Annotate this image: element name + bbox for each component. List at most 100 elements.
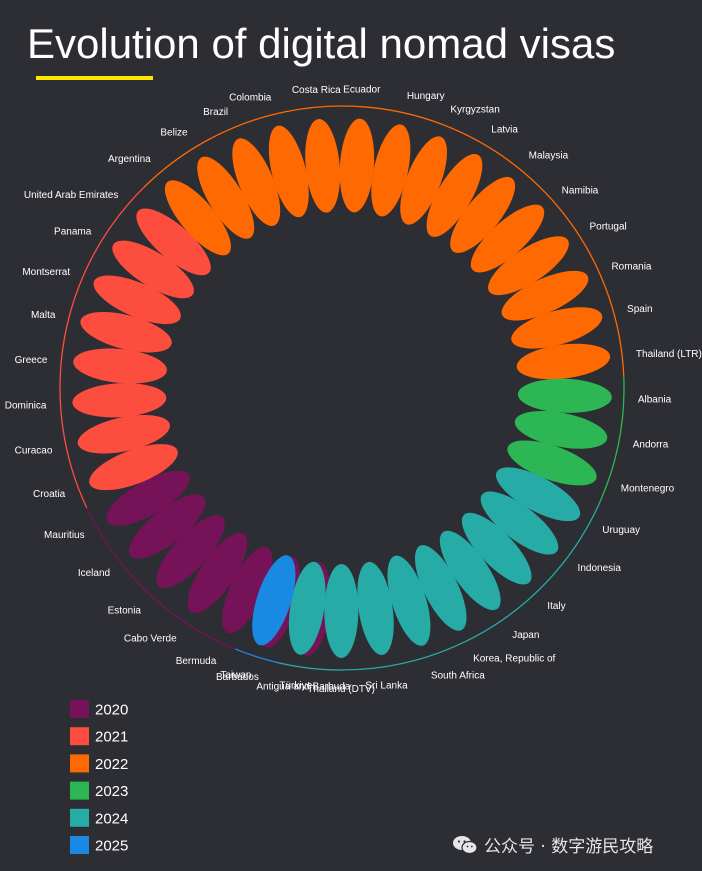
petal-mauritius [106, 470, 190, 526]
label-hungary: Hungary [407, 91, 445, 102]
label-thailand-ltr: Thailand (LTR) [636, 349, 702, 360]
petal-taiwan [252, 555, 296, 646]
label-indonesia: Indonesia [578, 563, 622, 574]
title-underline [36, 76, 153, 80]
label-romania: Romania [611, 261, 651, 272]
chart-arcs [59, 105, 625, 671]
petal-south-africa [387, 555, 431, 646]
legend-swatch-2024 [70, 808, 89, 827]
legend-swatch-2023 [70, 781, 89, 800]
petal-brazil [232, 138, 281, 227]
label-andorra: Andorra [633, 440, 669, 451]
label-thailand-dtv: Thailand (DTV) [307, 684, 375, 695]
petal-sri-lanka [357, 561, 394, 655]
label-colombia: Colombia [229, 93, 272, 104]
petal-indonesia [480, 491, 559, 555]
petal-portugal [488, 236, 569, 296]
label-belize: Belize [160, 127, 188, 138]
legend-swatch-2021 [70, 727, 89, 746]
legend-label-2023: 2023 [95, 783, 128, 800]
label-iceland: Iceland [78, 568, 110, 579]
label-malta: Malta [31, 310, 56, 321]
label-croatia: Croatia [33, 489, 66, 500]
watermark-text: 公众号 · 数字游民攻略 [484, 837, 654, 857]
label-spain: Spain [627, 304, 653, 315]
label-costa-rica: Costa Rica [292, 85, 341, 96]
petal-united-arab-emirates [136, 208, 211, 276]
chart-petals [72, 118, 612, 658]
petal-greece [73, 348, 167, 384]
label-namibia: Namibia [562, 186, 599, 197]
petal-bermuda [222, 546, 273, 634]
year-arc-2024 [276, 502, 601, 671]
petal-albania [517, 378, 612, 413]
label-ecuador: Ecuador [343, 85, 381, 96]
label-antigua-and-barbuda: Antigua and Barbuda [256, 681, 350, 692]
petal-kyrgyzstan [400, 136, 447, 225]
label-panama: Panama [54, 227, 92, 238]
label-latvia: Latvia [491, 124, 518, 135]
petal-romania [501, 270, 589, 321]
petal-cabo-verde [187, 532, 248, 614]
label-barbados: Barbados [216, 672, 259, 683]
petal-uruguay [495, 467, 581, 522]
petal-spain [511, 307, 603, 349]
legend-swatch-2020 [70, 700, 89, 718]
wechat-icon [453, 835, 478, 854]
label-t-rkiye: Türkiye [279, 680, 312, 691]
petal-italy [461, 512, 532, 585]
petal-korea-republic-of [414, 545, 467, 631]
legend: 2020 2021 2022 2023 2024 2025 [70, 700, 128, 855]
petal-thailand-dtv [324, 564, 359, 658]
label-cabo-verde: Cabo Verde [124, 634, 177, 645]
label-montserrat: Montserrat [22, 267, 70, 278]
label-united-arab-emirates: United Arab Emirates [24, 190, 119, 201]
label-albania: Albania [638, 394, 672, 405]
petal-argentina [164, 180, 231, 256]
label-argentina: Argentina [108, 154, 151, 165]
label-bermuda: Bermuda [176, 656, 217, 667]
petal-malaysia [450, 176, 516, 253]
petal-malta [80, 312, 172, 353]
petal-t-rkiye [288, 561, 326, 655]
label-korea-republic-of: Korea, Republic of [473, 653, 555, 664]
label-curacao: Curacao [15, 445, 53, 456]
label-kyrgyzstan: Kyrgyzstan [450, 105, 499, 116]
petal-curacao [77, 414, 170, 454]
petal-ecuador [339, 118, 375, 213]
label-estonia: Estonia [108, 605, 142, 616]
petal-latvia [426, 153, 483, 237]
year-arc-2021 [59, 186, 145, 509]
legend-label-2022: 2022 [95, 756, 128, 773]
legend-label-2024: 2024 [95, 810, 128, 827]
label-mauritius: Mauritius [44, 530, 85, 541]
petal-iceland [128, 494, 206, 559]
petal-namibia [470, 204, 545, 273]
petal-thailand-ltr [516, 343, 611, 380]
petal-dominica [72, 383, 167, 418]
legend-swatch-2022 [70, 754, 89, 773]
label-greece: Greece [15, 355, 48, 366]
label-south-africa: South Africa [431, 670, 485, 681]
watermark: 公众号 · 数字游民攻略 [452, 832, 653, 857]
petal-estonia [156, 515, 225, 589]
year-arc-2025 [235, 648, 277, 663]
petal-andorra [514, 410, 608, 449]
label-taiwan: Taiwan [220, 670, 251, 681]
label-dominica: Dominica [5, 400, 47, 411]
legend-label-2025: 2025 [95, 838, 128, 855]
petal-japan [439, 530, 501, 611]
year-arc-2022 [143, 105, 625, 377]
petal-belize [197, 156, 255, 239]
chart-title: Evolution of digital nomad visas [27, 20, 616, 67]
year-arc-2023 [598, 376, 625, 504]
label-japan: Japan [512, 630, 539, 641]
label-sri-lanka: Sri Lanka [365, 681, 408, 692]
label-uruguay: Uruguay [602, 525, 640, 536]
legend-label-2020: 2020 [95, 702, 128, 719]
petal-montenegro [507, 440, 597, 486]
label-italy: Italy [547, 601, 565, 612]
label-portugal: Portugal [589, 222, 626, 233]
